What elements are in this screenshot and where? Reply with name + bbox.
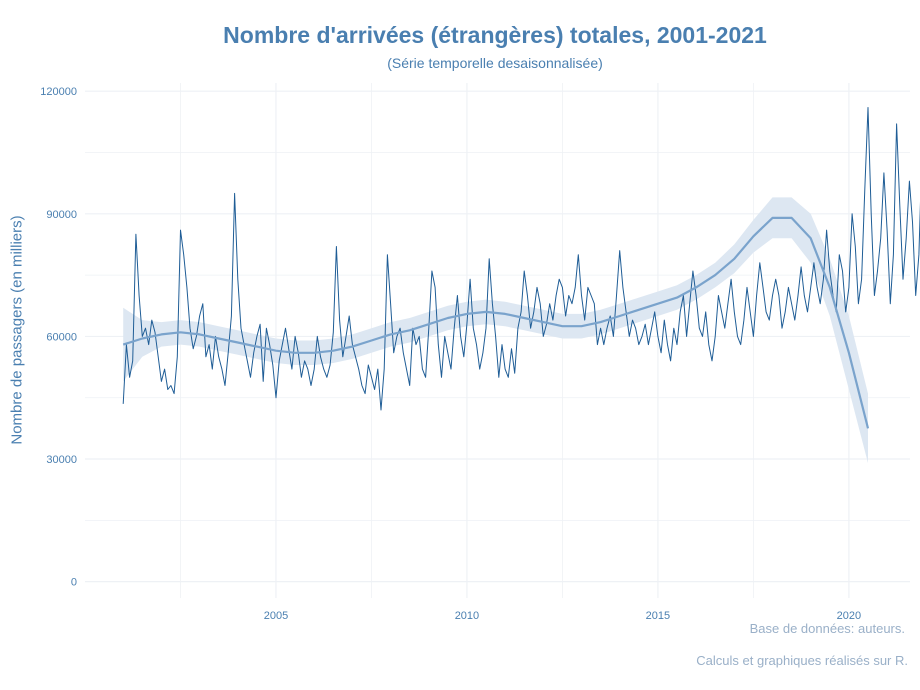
y-tick-label: 30000 <box>46 454 77 466</box>
x-axis-ticks: 2005 2010 2015 2020 <box>264 610 861 622</box>
smooth-series-line <box>122 216 870 429</box>
raw-series-line <box>122 107 920 411</box>
confidence-band <box>123 197 868 464</box>
y-tick-label: 60000 <box>46 331 77 343</box>
chart-subtitle: (Série temporelle desaisonnalisée) <box>387 55 603 71</box>
confidence-band-area <box>123 197 868 464</box>
y-tick-label: 90000 <box>46 209 77 221</box>
x-tick-label: 2010 <box>455 610 479 622</box>
caption-data-source: Base de données: auteurs. <box>749 621 905 636</box>
y-axis-ticks: 0 30000 60000 90000 120000 <box>40 86 77 588</box>
raw-series <box>122 107 920 411</box>
caption-tools: Calculs et graphiques réalisés sur R. <box>696 653 908 668</box>
y-tick-label: 120000 <box>40 86 77 98</box>
x-tick-label: 2015 <box>646 610 670 622</box>
y-tick-label: 0 <box>71 577 77 589</box>
x-tick-label: 2005 <box>264 610 288 622</box>
smooth-series <box>122 216 870 429</box>
chart-title: Nombre d'arrivées (étrangères) totales, … <box>223 22 767 48</box>
x-tick-label: 2020 <box>837 610 861 622</box>
